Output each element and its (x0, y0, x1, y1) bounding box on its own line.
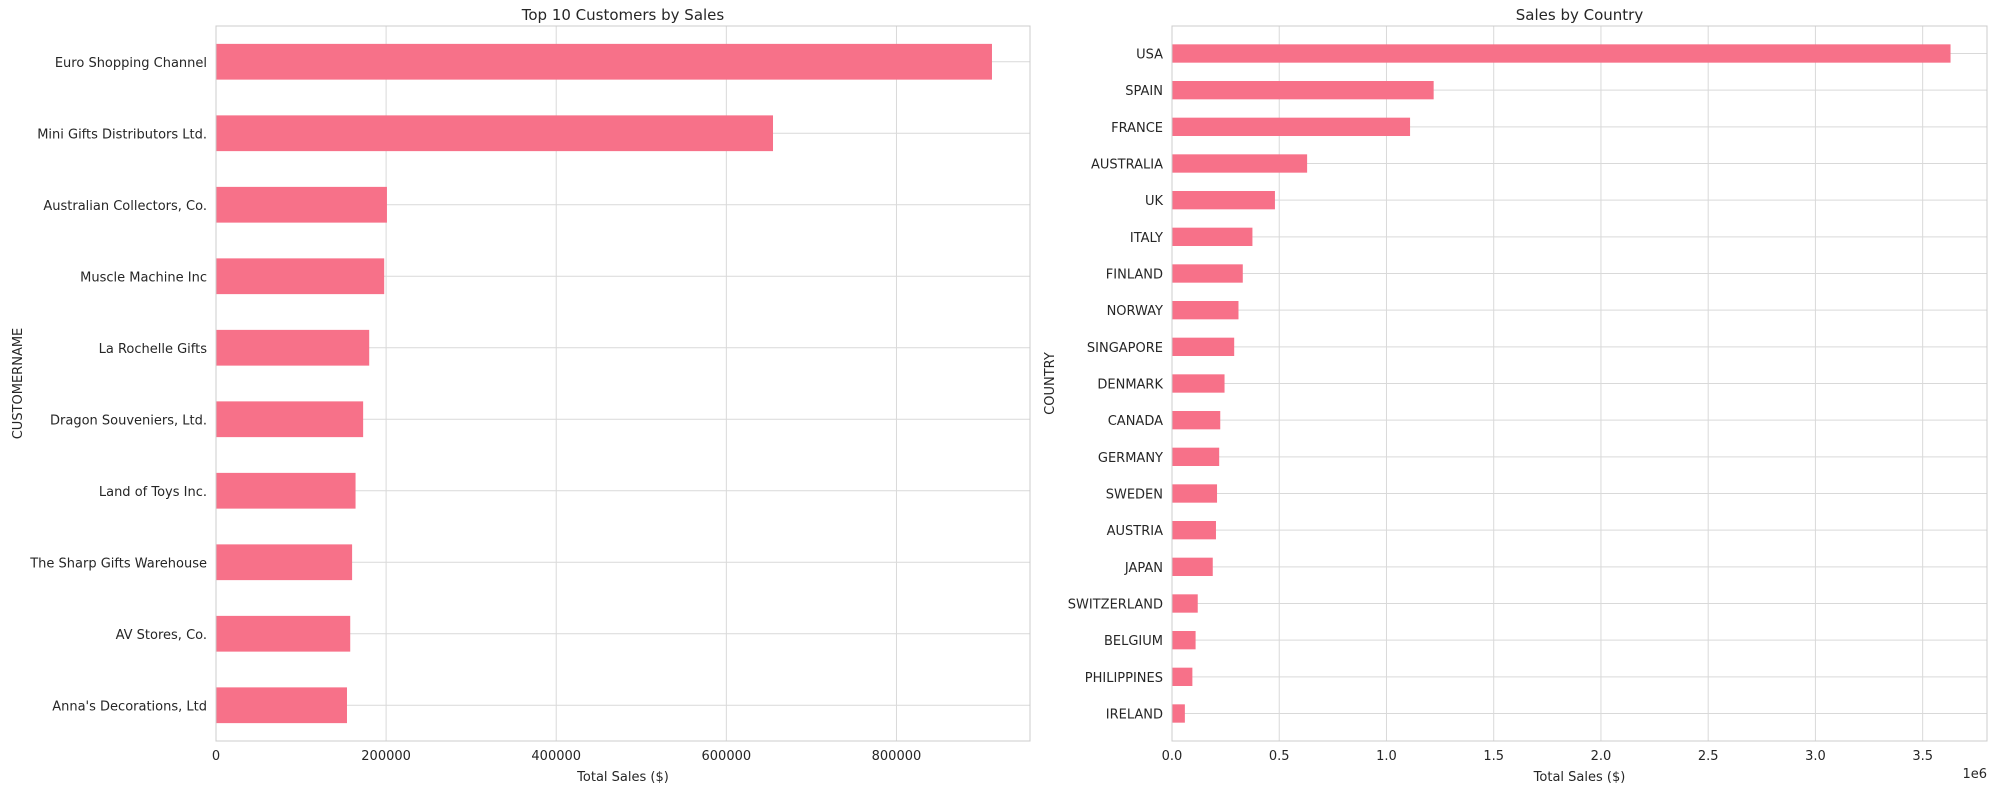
customers-chart: Euro Shopping Channel Mini Gifts Distribu… (11, 6, 1031, 785)
bar (1172, 594, 1198, 613)
bar (216, 186, 387, 223)
y-tick-label: CANADA (1108, 414, 1163, 429)
y-tick-label: The Sharp Gifts Warehouse (29, 556, 207, 571)
bar (1172, 191, 1275, 210)
x-axis-label: Total Sales ($) (1533, 770, 1626, 785)
bar (216, 687, 347, 724)
bar (1172, 374, 1225, 393)
y-tick-label: FINLAND (1106, 268, 1163, 283)
y-tick-label: SWITZERLAND (1068, 598, 1163, 613)
bar (216, 258, 385, 295)
y-tick-label: NORWAY (1107, 304, 1163, 319)
x-axis-label: Total Sales ($) (576, 770, 669, 785)
y-tick-label: SPAIN (1125, 84, 1163, 99)
y-tick-label: Dragon Souveniers, Ltd. (50, 413, 207, 428)
y-axis-label: COUNTRY (1043, 352, 1058, 415)
y-tick-label: IRELAND (1106, 708, 1163, 723)
bar (1172, 447, 1220, 466)
x-tick-label: 2.0 (1591, 749, 1612, 764)
x-tick-label: 0 (212, 749, 220, 764)
x-tick-label: 400000 (531, 749, 581, 764)
y-tick-label: JAPAN (1124, 561, 1163, 576)
x-tick-label: 0.0 (1162, 749, 1183, 764)
bar (1172, 154, 1308, 173)
y-tick-label: AUSTRIA (1107, 524, 1163, 539)
y-tick-label: AV Stores, Co. (116, 628, 207, 643)
bar (1172, 227, 1253, 246)
plot-frame (215, 25, 1031, 742)
y-tick-label: UK (1145, 194, 1164, 209)
bar (1172, 264, 1243, 283)
y-tick-label: DENMARK (1097, 378, 1163, 393)
y-tick-label: SWEDEN (1106, 488, 1163, 503)
bar (216, 329, 370, 366)
x-tick-label: 2.5 (1698, 749, 1719, 764)
x-tick-label: 200000 (361, 749, 411, 764)
x-tick-label: 1.0 (1376, 749, 1397, 764)
y-tick-label: BELGIUM (1104, 634, 1163, 649)
y-tick-label: AUSTRALIA (1091, 158, 1163, 173)
y-tick-label: Euro Shopping Channel (55, 56, 207, 71)
bar (216, 615, 351, 652)
bar (1172, 521, 1216, 540)
y-tick-label: Australian Collectors, Co. (43, 199, 207, 214)
bar (1172, 81, 1434, 100)
x-axis-offset-label: 1e6 (1962, 767, 1987, 782)
y-tick-label: Muscle Machine Inc (80, 270, 207, 285)
bar (216, 115, 774, 152)
y-tick-label: Anna's Decorations, Ltd (52, 699, 207, 714)
chart-title: Sales by Country (1516, 6, 1644, 24)
bar (1172, 704, 1185, 723)
y-tick-label: PHILIPPINES (1085, 671, 1163, 686)
bar (1172, 117, 1411, 136)
x-tick-label: 1.5 (1483, 749, 1504, 764)
x-tick-label: 800000 (872, 749, 922, 764)
bar (1172, 484, 1218, 503)
y-tick-label: La Rochelle Gifts (99, 342, 208, 357)
bar (1172, 337, 1235, 356)
y-tick-label: SINGAPORE (1087, 341, 1163, 356)
x-tick-label: 600000 (702, 749, 752, 764)
x-tick-label: 0.5 (1269, 749, 1290, 764)
bar (216, 472, 356, 509)
bar (1172, 667, 1193, 686)
bar (216, 401, 364, 438)
y-tick-label: FRANCE (1111, 121, 1163, 136)
bar (1172, 411, 1221, 430)
chart-title: Top 10 Customers by Sales (521, 6, 725, 24)
y-tick-label: USA (1136, 48, 1163, 63)
bar (216, 544, 353, 581)
y-tick-label: Land of Toys Inc. (99, 485, 207, 500)
bar (1172, 44, 1951, 63)
plot-frame (1171, 25, 1988, 742)
bar (1172, 631, 1196, 650)
x-tick-label: 3.0 (1805, 749, 1826, 764)
y-tick-label: GERMANY (1098, 451, 1163, 466)
y-axis-label: CUSTOMERNAME (11, 328, 26, 440)
bar (1172, 301, 1239, 320)
bar (1172, 557, 1213, 576)
bar (216, 43, 992, 80)
x-tick-label: 3.5 (1912, 749, 1933, 764)
countries-chart: USA SPAIN FRANCE AUSTRALIA UK ITALY FINLAND NOR… (1043, 6, 1988, 785)
y-tick-label: Mini Gifts Distributors Ltd. (37, 127, 207, 142)
y-tick-label: ITALY (1130, 231, 1163, 246)
